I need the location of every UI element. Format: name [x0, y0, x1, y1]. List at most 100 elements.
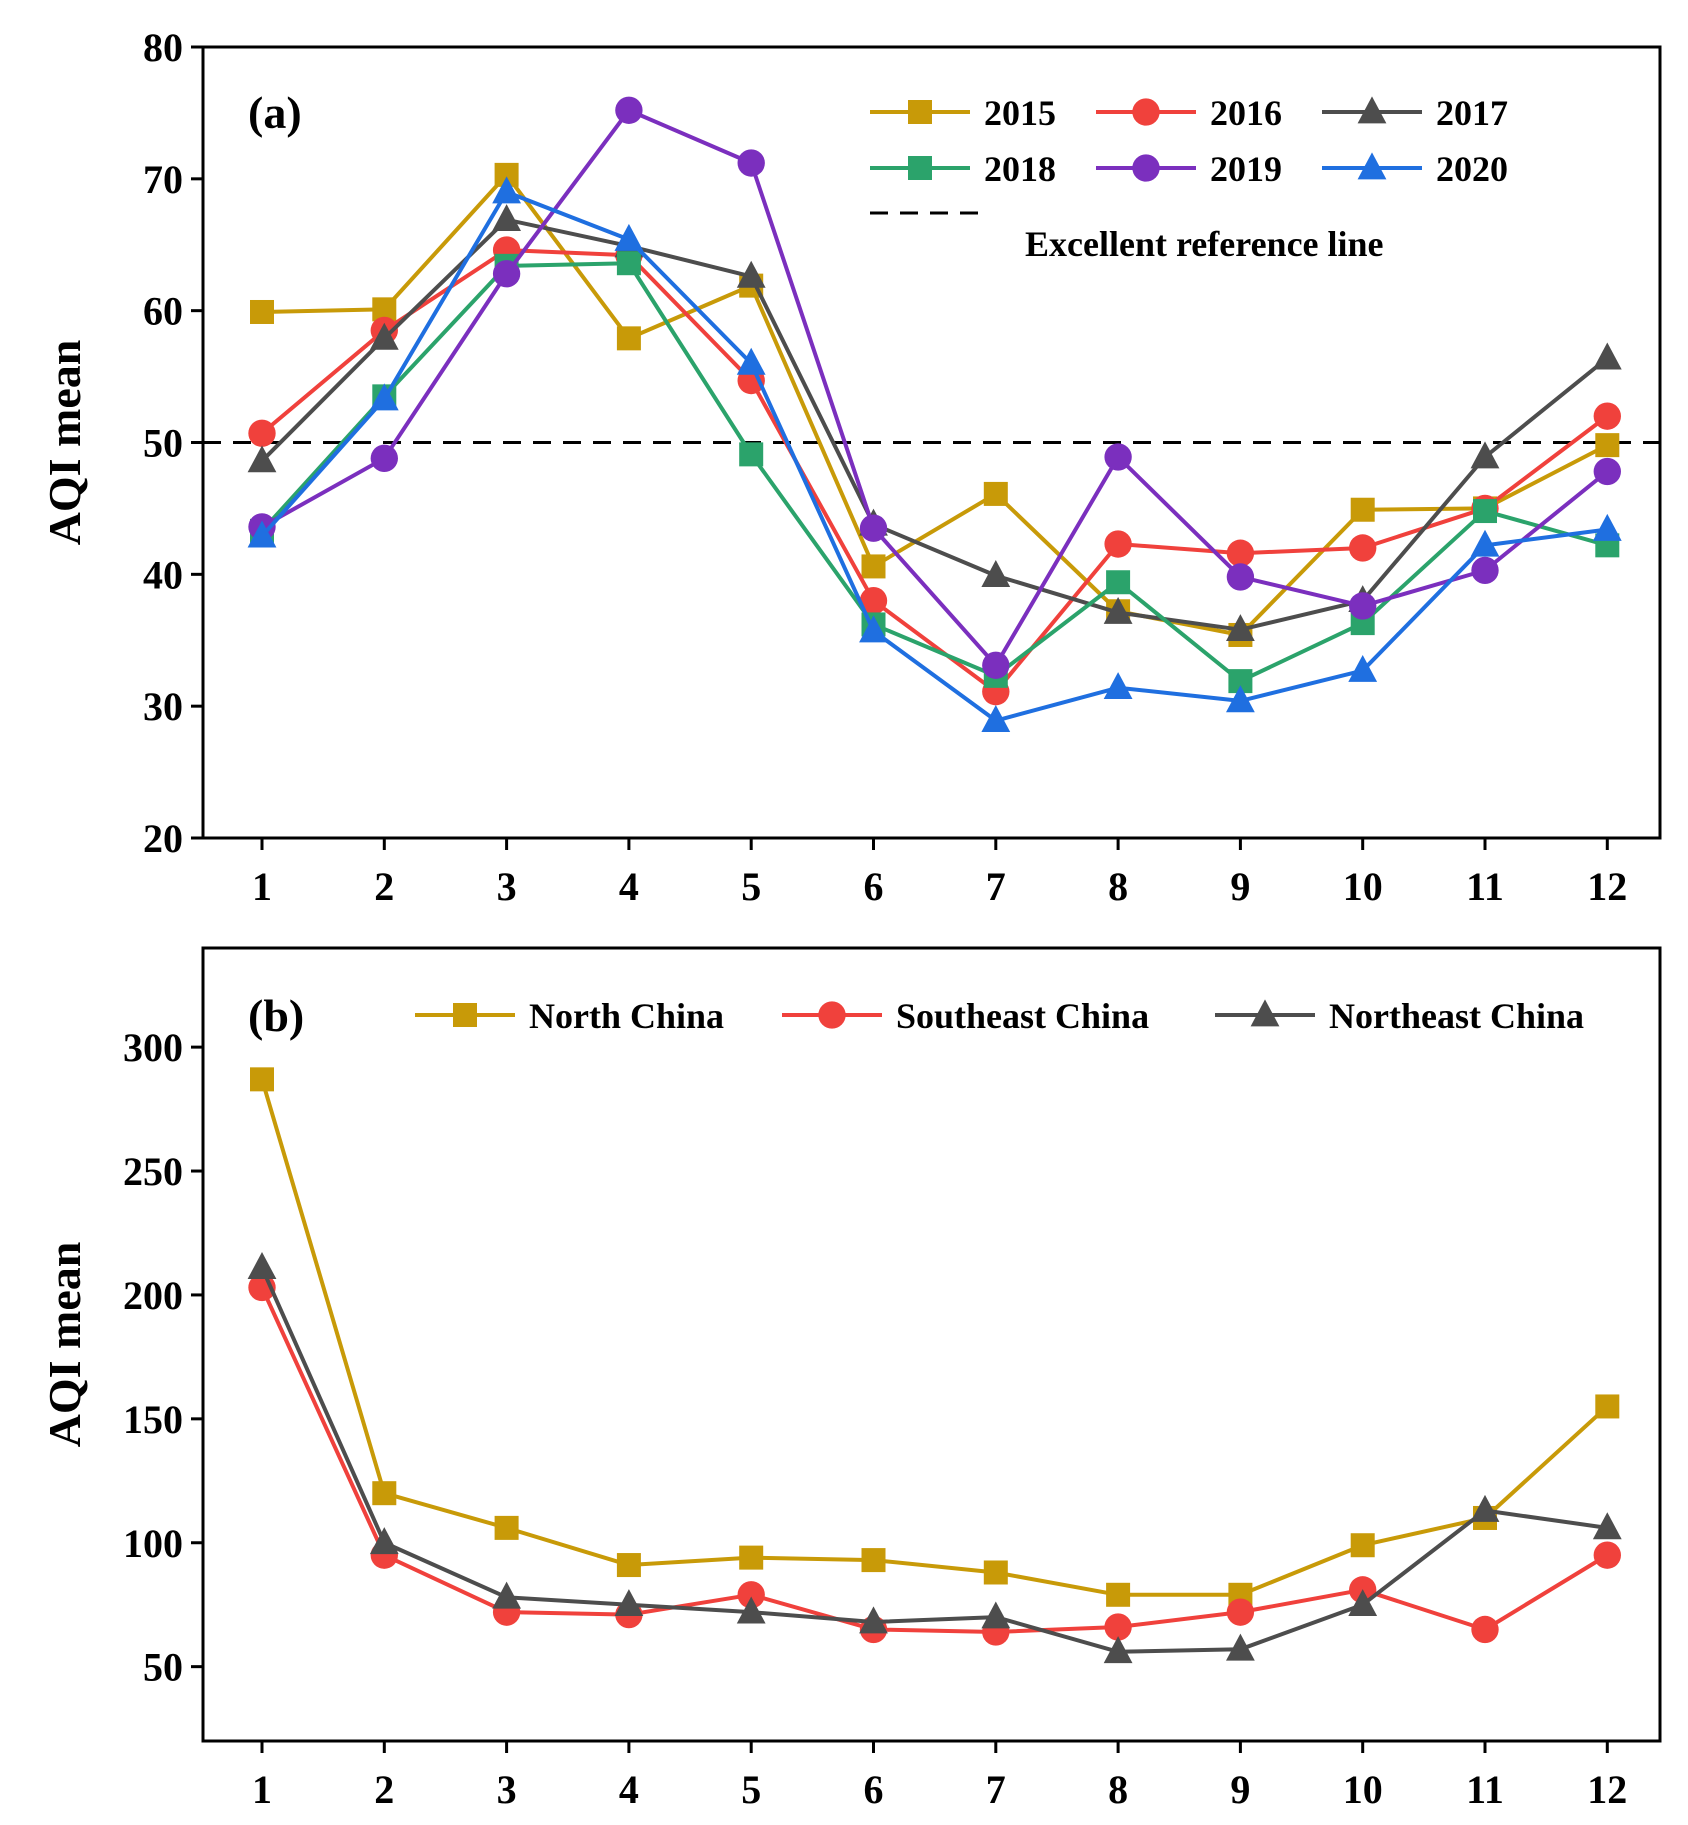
data-point — [1473, 499, 1497, 524]
series-2015 — [250, 162, 1620, 647]
series-2019 — [248, 96, 1621, 679]
series-2018 — [250, 251, 1620, 694]
data-point — [614, 223, 644, 251]
x-tick-label: 8 — [1108, 1767, 1128, 1812]
y-tick-label: 200 — [123, 1273, 183, 1318]
data-point — [1106, 570, 1131, 595]
data-point — [983, 481, 1008, 506]
data-point — [1226, 1633, 1255, 1661]
x-tick-label: 9 — [1230, 864, 1250, 909]
data-point — [616, 326, 641, 351]
y-tick-label: 80 — [143, 25, 183, 70]
series-2016 — [248, 236, 1621, 706]
legend: North China Southeast China Northeast Chin… — [415, 996, 1584, 1036]
legend-label: 2018 — [984, 149, 1056, 189]
data-point — [861, 1548, 886, 1573]
data-point — [616, 1553, 641, 1578]
y-tick-label: 40 — [143, 552, 183, 597]
panel-label: (b) — [248, 990, 304, 1041]
data-point — [247, 445, 277, 473]
x-tick-label: 4 — [619, 1767, 639, 1812]
data-point — [247, 1252, 277, 1280]
legend-label: North China — [529, 996, 724, 1036]
legend-marker — [453, 1003, 477, 1027]
legend-item: Northeast China — [1215, 996, 1584, 1036]
legend: 2015 2016 2017 2018 2019 2020 Excellent refere… — [870, 93, 1508, 264]
series-line — [260, 1266, 1608, 1654]
legend-item-reference: Excellent reference line — [870, 211, 1384, 264]
data-point — [1106, 1582, 1131, 1607]
data-point — [1471, 1615, 1499, 1644]
data-point — [736, 347, 766, 375]
data-point — [1104, 443, 1132, 471]
data-point — [737, 149, 765, 177]
legend-label: Southeast China — [896, 996, 1149, 1036]
x-tick-label: 3 — [497, 864, 517, 909]
series-line — [260, 248, 1609, 694]
data-point — [1349, 534, 1377, 562]
y-tick-label: 100 — [123, 1521, 183, 1566]
y-tick-label: 20 — [143, 816, 183, 861]
data-point — [981, 1601, 1011, 1629]
data-point — [492, 204, 521, 232]
data-point — [736, 1596, 766, 1624]
data-point — [859, 587, 888, 615]
data-point — [861, 554, 886, 579]
data-point — [370, 444, 398, 472]
legend-label: 2015 — [984, 93, 1056, 133]
data-point — [369, 322, 399, 350]
x-tick-label: 5 — [741, 864, 761, 909]
data-point — [1348, 654, 1378, 682]
series-line — [260, 1286, 1609, 1634]
x-tick-label: 10 — [1343, 864, 1383, 909]
series-northeast-china — [247, 1252, 1622, 1664]
data-point — [492, 260, 521, 288]
x-tick-label: 12 — [1587, 1767, 1627, 1812]
data-point — [1226, 563, 1255, 591]
data-point — [736, 260, 766, 288]
legend-item: Southeast China — [782, 996, 1149, 1036]
data-point — [1470, 441, 1500, 469]
data-point — [1103, 672, 1133, 700]
data-point — [1350, 1533, 1375, 1558]
plot-frame — [201, 946, 1662, 1743]
legend-item: 2016 — [1096, 93, 1282, 133]
data-point — [739, 442, 764, 467]
legend-item: 2018 — [870, 149, 1056, 189]
data-point — [982, 651, 1010, 679]
legend-item: 2015 — [870, 93, 1056, 133]
data-point — [1470, 1494, 1500, 1522]
legend-label: Northeast China — [1329, 996, 1584, 1036]
series-line — [261, 172, 1609, 637]
y-axis-title: AQI mean — [39, 1242, 90, 1448]
data-point — [1348, 1589, 1378, 1617]
data-point — [1103, 1636, 1133, 1664]
data-point — [1349, 592, 1377, 620]
legend-marker — [1357, 152, 1387, 180]
y-tick-label: 50 — [143, 1645, 183, 1690]
data-point — [1226, 614, 1255, 642]
y-tick-label: 70 — [143, 157, 183, 202]
y-axis-title: AQI mean — [39, 340, 90, 546]
legend-label: 2019 — [1210, 149, 1282, 189]
y-tick-label: 60 — [143, 289, 183, 334]
data-point — [1104, 530, 1132, 558]
data-point — [494, 162, 519, 187]
y-tick-label: 300 — [123, 1025, 183, 1070]
data-point — [616, 251, 641, 276]
data-point — [1595, 433, 1620, 458]
data-point — [1470, 529, 1500, 557]
legend-marker — [1357, 96, 1387, 124]
data-point — [614, 1589, 644, 1617]
x-tick-label: 11 — [1466, 1767, 1504, 1812]
legend-marker — [818, 1001, 846, 1029]
series-line — [260, 1078, 1609, 1597]
x-tick-label: 7 — [986, 864, 1006, 909]
legend-item: 2017 — [1322, 93, 1508, 133]
series-line — [260, 190, 1608, 723]
x-tick-label: 1 — [252, 864, 272, 909]
data-point — [1592, 513, 1622, 541]
data-point — [1350, 497, 1375, 522]
